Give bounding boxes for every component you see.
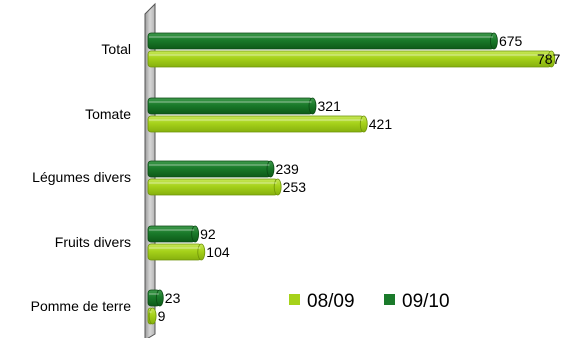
bar-legumes-divers-09-10: [147, 160, 275, 178]
bar-legumes-divers-08-09: [147, 178, 282, 196]
bar-pomme-de-terre-09-10: [147, 289, 164, 307]
legend: 08/09 09/10: [289, 291, 450, 312]
value-label-pomme-de-terre-09-10: 23: [165, 290, 181, 306]
legend-label-09-10: 09/10: [402, 291, 450, 312]
value-label-fruits-divers-08-09: 104: [206, 244, 230, 260]
category-label-tomate: Tomate: [85, 106, 131, 122]
bars-layer: [147, 32, 556, 325]
category-label-pomme-de-terre: Pomme de terre: [31, 298, 132, 314]
legend-swatch-08-09: [289, 294, 300, 305]
bar-tomate-09-10: [147, 97, 317, 115]
bar-fruits-divers-08-09: [147, 243, 206, 261]
value-label-total-08-09: 787: [537, 51, 561, 67]
value-label-total-09-10: 675: [499, 33, 523, 49]
bar-total-08-09: [147, 50, 556, 68]
value-label-legumes-divers-09-10: 239: [275, 161, 299, 177]
bar-fruits-divers-09-10: [147, 225, 200, 243]
value-label-pomme-de-terre-08-09: 9: [158, 308, 166, 324]
bar-pomme-de-terre-08-09: [147, 307, 157, 325]
bar-tomate-08-09: [147, 115, 368, 133]
value-label-fruits-divers-09-10: 92: [200, 226, 216, 242]
legend-swatch-09-10: [384, 294, 395, 305]
category-label-fruits-divers: Fruits divers: [55, 234, 131, 250]
category-label-legumes-divers: Légumes divers: [32, 169, 131, 185]
value-label-tomate-08-09: 421: [369, 116, 393, 132]
value-label-legumes-divers-08-09: 253: [283, 179, 307, 195]
category-label-total: Total: [101, 41, 131, 57]
value-label-tomate-09-10: 321: [318, 98, 342, 114]
bar-total-09-10: [147, 32, 498, 50]
legend-label-08-09: 08/09: [307, 291, 355, 312]
